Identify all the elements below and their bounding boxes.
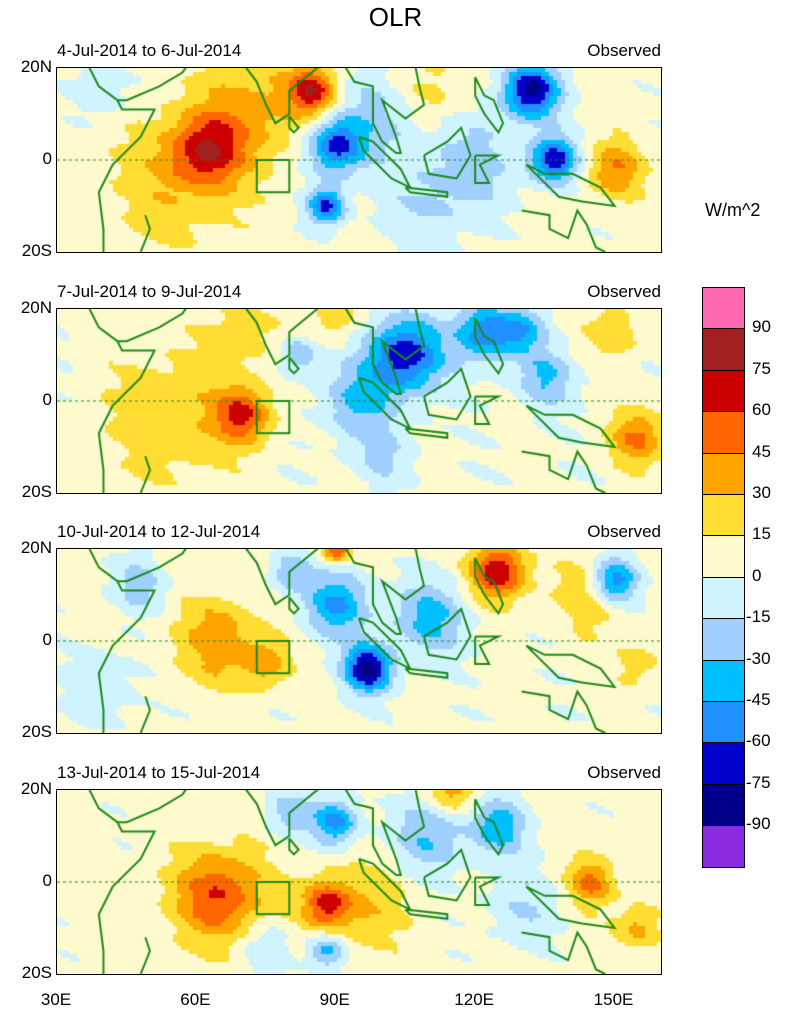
y-tick-label: 20N [20, 538, 52, 557]
y-tick-label: 20S [21, 241, 52, 260]
panel-tag: Observed [587, 522, 661, 541]
panel-tag: Observed [587, 282, 661, 301]
y-tick-label: 20S [21, 963, 52, 982]
colorbar-swatch [702, 452, 745, 495]
colorbar-label: -45 [746, 690, 771, 709]
olr-anomaly-map [56, 789, 662, 975]
panel-tag: Observed [587, 763, 661, 782]
panel-date-range: 13-Jul-2014 to 15-Jul-2014 [57, 763, 261, 782]
colorbar-swatch [702, 576, 745, 620]
colorbar-swatch [702, 701, 745, 744]
colorbar-label: 75 [752, 358, 771, 378]
x-tick-label: 90E [319, 990, 350, 1009]
panel-tag: Observed [587, 41, 661, 60]
colorbar-label: 15 [752, 524, 771, 544]
y-tick-label: 0 [42, 149, 52, 168]
y-tick-label: 20N [20, 57, 52, 76]
colorbar-label: -90 [746, 814, 771, 834]
colorbar-label: 60 [752, 400, 771, 420]
colorbar-swatch [702, 659, 745, 702]
panel-date-range: 10-Jul-2014 to 12-Jul-2014 [57, 522, 261, 541]
y-tick-label: 0 [42, 390, 52, 409]
y-tick-label: 0 [42, 630, 52, 649]
colorbar-swatch [702, 535, 745, 578]
colorbar-swatch [702, 783, 745, 827]
colorbar-swatch [702, 369, 745, 413]
figure-title: OLR [368, 2, 423, 32]
y-tick-label: 20N [20, 779, 52, 798]
y-tick-label: 20S [21, 482, 52, 501]
colorbar-label: 45 [752, 441, 771, 461]
x-tick-label: 120E [454, 990, 494, 1009]
colorbar-label: -75 [746, 772, 771, 792]
colorbar-label: 30 [752, 483, 771, 502]
olr-anomaly-map [56, 548, 662, 734]
colorbar-label: -30 [746, 648, 771, 668]
x-tick-label: 150E [593, 990, 634, 1009]
colorbar-label: 90 [752, 317, 771, 337]
y-tick-label: 0 [42, 871, 52, 890]
y-tick-label: 20S [21, 722, 52, 741]
colorbar-units: W/m^2 [705, 200, 761, 220]
y-tick-label: 20N [20, 298, 52, 317]
colorbar-label: -15 [746, 607, 771, 627]
olr-anomaly-map [56, 308, 662, 494]
x-tick-label: 60E [180, 990, 211, 1009]
olr-anomaly-map [56, 67, 662, 253]
colorbar-label: -60 [746, 731, 771, 751]
panel-date-range: 7-Jul-2014 to 9-Jul-2014 [57, 282, 242, 301]
panel-date-range: 4-Jul-2014 to 6-Jul-2014 [57, 41, 242, 60]
colorbar-swatch [702, 494, 745, 537]
colorbar-swatch [702, 825, 745, 868]
colorbar-swatch [702, 411, 745, 454]
colorbar-swatch [702, 287, 745, 330]
colorbar-swatch [702, 618, 745, 661]
x-tick-label: 30E [40, 990, 72, 1009]
colorbar-swatch [702, 742, 745, 785]
colorbar-label: 0 [752, 565, 762, 585]
colorbar-swatch [702, 328, 745, 371]
